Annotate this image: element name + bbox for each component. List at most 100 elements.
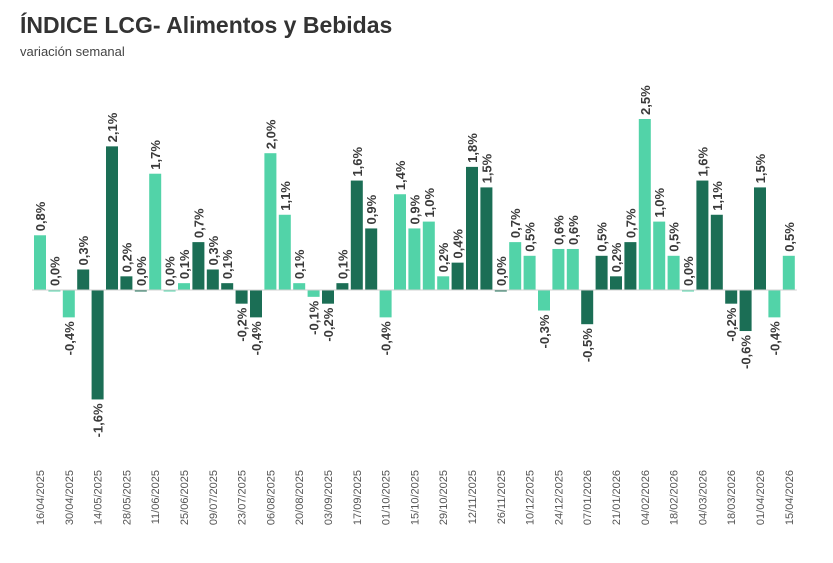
bar	[494, 290, 507, 292]
value-label: 1,5%	[479, 153, 494, 183]
value-label: 0,0%	[163, 256, 178, 286]
value-label: 0,4%	[451, 229, 466, 259]
bar	[120, 276, 133, 290]
x-tick-label: 11/06/2025	[150, 470, 162, 524]
value-label: 0,6%	[566, 215, 581, 245]
x-tick-label: 18/02/2026	[669, 470, 681, 525]
bar	[466, 166, 478, 290]
bar	[682, 290, 694, 292]
bar	[581, 290, 594, 325]
x-tick-label: 06/08/2025	[265, 470, 277, 525]
value-label: 0,5%	[667, 222, 682, 252]
bar	[206, 269, 219, 290]
x-tick-label: 24/12/2025	[553, 470, 565, 525]
value-label: -0,6%	[739, 335, 754, 369]
x-tick-label: 10/12/2025	[525, 470, 537, 525]
x-tick-label: 28/05/2025	[121, 470, 133, 525]
value-label: -0,2%	[235, 307, 250, 341]
value-label: 1,1%	[278, 181, 293, 211]
x-tick-label: 14/05/2025	[93, 470, 105, 525]
value-label: 0,5%	[595, 222, 610, 252]
bar	[250, 290, 262, 318]
bar	[163, 290, 176, 292]
value-label: 1,4%	[393, 160, 408, 190]
value-label: -0,2%	[321, 307, 336, 341]
bar	[192, 242, 205, 290]
bar	[624, 242, 637, 290]
x-tick-label: 17/09/2025	[352, 470, 364, 525]
chart-title: ÍNDICE LCG- Alimentos y Bebidas	[20, 12, 393, 38]
chart-subtitle: variación semanal	[20, 44, 125, 59]
bar	[408, 228, 421, 290]
value-label: 0,1%	[220, 249, 235, 279]
x-tick-label: 30/04/2025	[64, 470, 76, 525]
value-label: -0,3%	[537, 314, 552, 348]
bar	[221, 283, 234, 290]
x-tick-label: 01/10/2025	[381, 470, 393, 525]
value-label: -0,1%	[307, 300, 322, 334]
bar	[149, 173, 162, 290]
value-label: 2,1%	[105, 112, 120, 142]
bar	[91, 290, 104, 400]
bar	[77, 269, 90, 290]
bar	[782, 255, 795, 290]
bar	[336, 283, 349, 290]
bar	[523, 255, 536, 290]
x-tick-label: 26/11/2025	[496, 470, 508, 524]
value-label: 0,0%	[134, 256, 149, 286]
value-label: 0,6%	[551, 215, 566, 245]
bar	[610, 276, 622, 290]
value-label: 0,5%	[523, 222, 538, 252]
bar	[134, 290, 147, 292]
x-tick-label: 23/07/2025	[237, 470, 249, 525]
bar	[264, 153, 277, 290]
bar	[552, 248, 565, 290]
value-label: 0,0%	[47, 256, 62, 286]
bar	[307, 290, 320, 297]
value-label: 0,0%	[494, 256, 509, 286]
value-label: 0,1%	[177, 249, 192, 279]
value-label: 1,1%	[710, 181, 725, 211]
x-tick-label: 04/02/2026	[640, 470, 652, 525]
x-tick-label: 21/01/2026	[611, 470, 623, 525]
bar	[322, 290, 334, 304]
bar	[34, 235, 46, 290]
value-label: 1,5%	[753, 153, 768, 183]
bar	[437, 276, 450, 290]
value-label: 0,0%	[681, 256, 696, 286]
bar	[754, 187, 766, 290]
bar	[538, 290, 550, 311]
value-label: 1,0%	[652, 188, 667, 218]
value-label: 0,9%	[364, 194, 379, 224]
bar	[293, 283, 306, 290]
value-label: 0,1%	[292, 249, 307, 279]
x-tick-label: 15/04/2026	[784, 470, 796, 525]
value-label: -1,6%	[91, 403, 106, 437]
value-label: 2,5%	[638, 85, 653, 115]
bar	[451, 262, 464, 290]
bar	[710, 214, 723, 290]
x-tick-label: 07/01/2026	[582, 470, 594, 525]
value-label: 0,2%	[436, 242, 451, 272]
x-tick-label: 25/06/2025	[179, 470, 191, 525]
bar	[394, 194, 406, 290]
value-label: 1,6%	[695, 146, 710, 176]
bar	[696, 180, 709, 290]
value-label: 0,2%	[119, 242, 134, 272]
x-tick-label: 16/04/2025	[35, 470, 47, 525]
x-tick-label: 20/08/2025	[294, 470, 306, 525]
value-label: -0,4%	[767, 321, 782, 355]
bar	[278, 214, 291, 290]
bar	[48, 290, 61, 292]
value-label: 0,1%	[335, 249, 350, 279]
bar	[768, 290, 781, 318]
bar	[106, 146, 118, 290]
bar	[638, 119, 651, 290]
bar	[178, 283, 190, 290]
bar	[725, 290, 738, 304]
bar	[379, 290, 392, 318]
value-label: 1,0%	[422, 188, 437, 218]
x-tick-label: 01/04/2026	[755, 470, 767, 525]
value-label: 0,5%	[782, 222, 797, 252]
x-tick-label: 15/10/2025	[409, 470, 421, 525]
